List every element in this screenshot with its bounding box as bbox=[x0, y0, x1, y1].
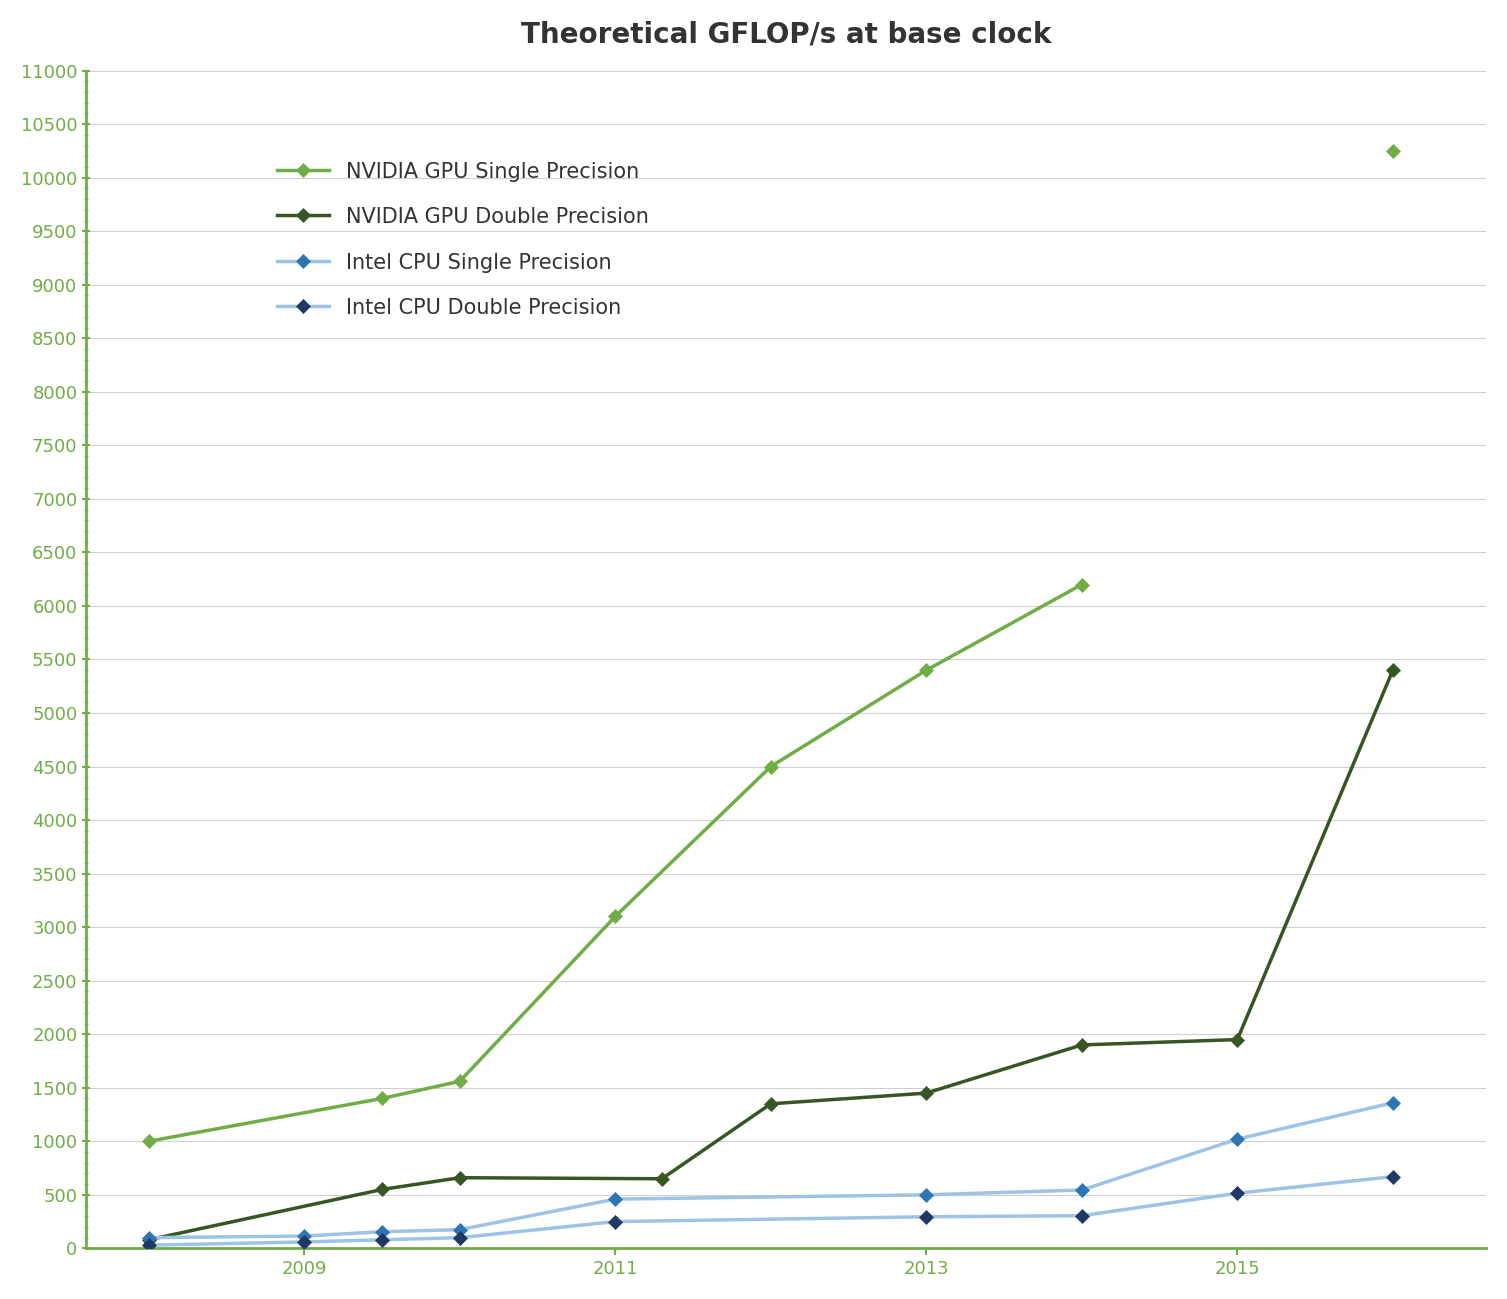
NVIDIA GPU Single Precision bbox=[1073, 577, 1091, 592]
NVIDIA GPU Double Precision bbox=[1228, 1031, 1246, 1047]
Intel CPU Single Precision bbox=[1383, 1095, 1402, 1111]
NVIDIA GPU Double Precision bbox=[140, 1231, 158, 1247]
Line: NVIDIA GPU Double Precision: NVIDIA GPU Double Precision bbox=[143, 665, 1397, 1244]
NVIDIA GPU Single Precision bbox=[140, 1134, 158, 1150]
NVIDIA GPU Single Precision bbox=[451, 1073, 469, 1089]
NVIDIA GPU Single Precision bbox=[372, 1091, 390, 1107]
Intel CPU Double Precision bbox=[372, 1231, 390, 1247]
NVIDIA GPU Double Precision bbox=[761, 1096, 779, 1112]
NVIDIA GPU Single Precision bbox=[606, 909, 624, 925]
Intel CPU Double Precision bbox=[140, 1238, 158, 1254]
NVIDIA GPU Double Precision bbox=[1073, 1037, 1091, 1052]
NVIDIA GPU Double Precision bbox=[372, 1182, 390, 1198]
NVIDIA GPU Single Precision bbox=[918, 662, 936, 678]
Intel CPU Double Precision bbox=[606, 1213, 624, 1229]
Line: Intel CPU Single Precision: Intel CPU Single Precision bbox=[143, 1098, 1397, 1243]
Intel CPU Double Precision bbox=[295, 1234, 313, 1250]
NVIDIA GPU Double Precision bbox=[451, 1170, 469, 1186]
NVIDIA GPU Double Precision bbox=[918, 1086, 936, 1102]
Intel CPU Single Precision bbox=[918, 1187, 936, 1203]
Intel CPU Double Precision bbox=[1383, 1169, 1402, 1185]
Intel CPU Single Precision bbox=[606, 1191, 624, 1207]
Intel CPU Single Precision bbox=[295, 1229, 313, 1244]
NVIDIA GPU Single Precision bbox=[761, 759, 779, 774]
Legend: NVIDIA GPU Single Precision, NVIDIA GPU Double Precision, Intel CPU Single Preci: NVIDIA GPU Single Precision, NVIDIA GPU … bbox=[268, 153, 657, 326]
Intel CPU Single Precision bbox=[140, 1230, 158, 1246]
Line: NVIDIA GPU Single Precision: NVIDIA GPU Single Precision bbox=[143, 579, 1087, 1146]
Title: Theoretical GFLOP/s at base clock: Theoretical GFLOP/s at base clock bbox=[521, 21, 1052, 49]
Intel CPU Double Precision bbox=[1228, 1186, 1246, 1202]
NVIDIA GPU Double Precision bbox=[1383, 662, 1402, 678]
Intel CPU Single Precision bbox=[1228, 1131, 1246, 1147]
Intel CPU Double Precision bbox=[918, 1209, 936, 1225]
Intel CPU Single Precision bbox=[451, 1222, 469, 1238]
Line: Intel CPU Double Precision: Intel CPU Double Precision bbox=[143, 1172, 1397, 1250]
Intel CPU Single Precision bbox=[1073, 1182, 1091, 1198]
Intel CPU Double Precision bbox=[1073, 1208, 1091, 1224]
Intel CPU Single Precision bbox=[372, 1224, 390, 1239]
NVIDIA GPU Double Precision bbox=[653, 1170, 671, 1186]
Intel CPU Double Precision bbox=[451, 1230, 469, 1246]
